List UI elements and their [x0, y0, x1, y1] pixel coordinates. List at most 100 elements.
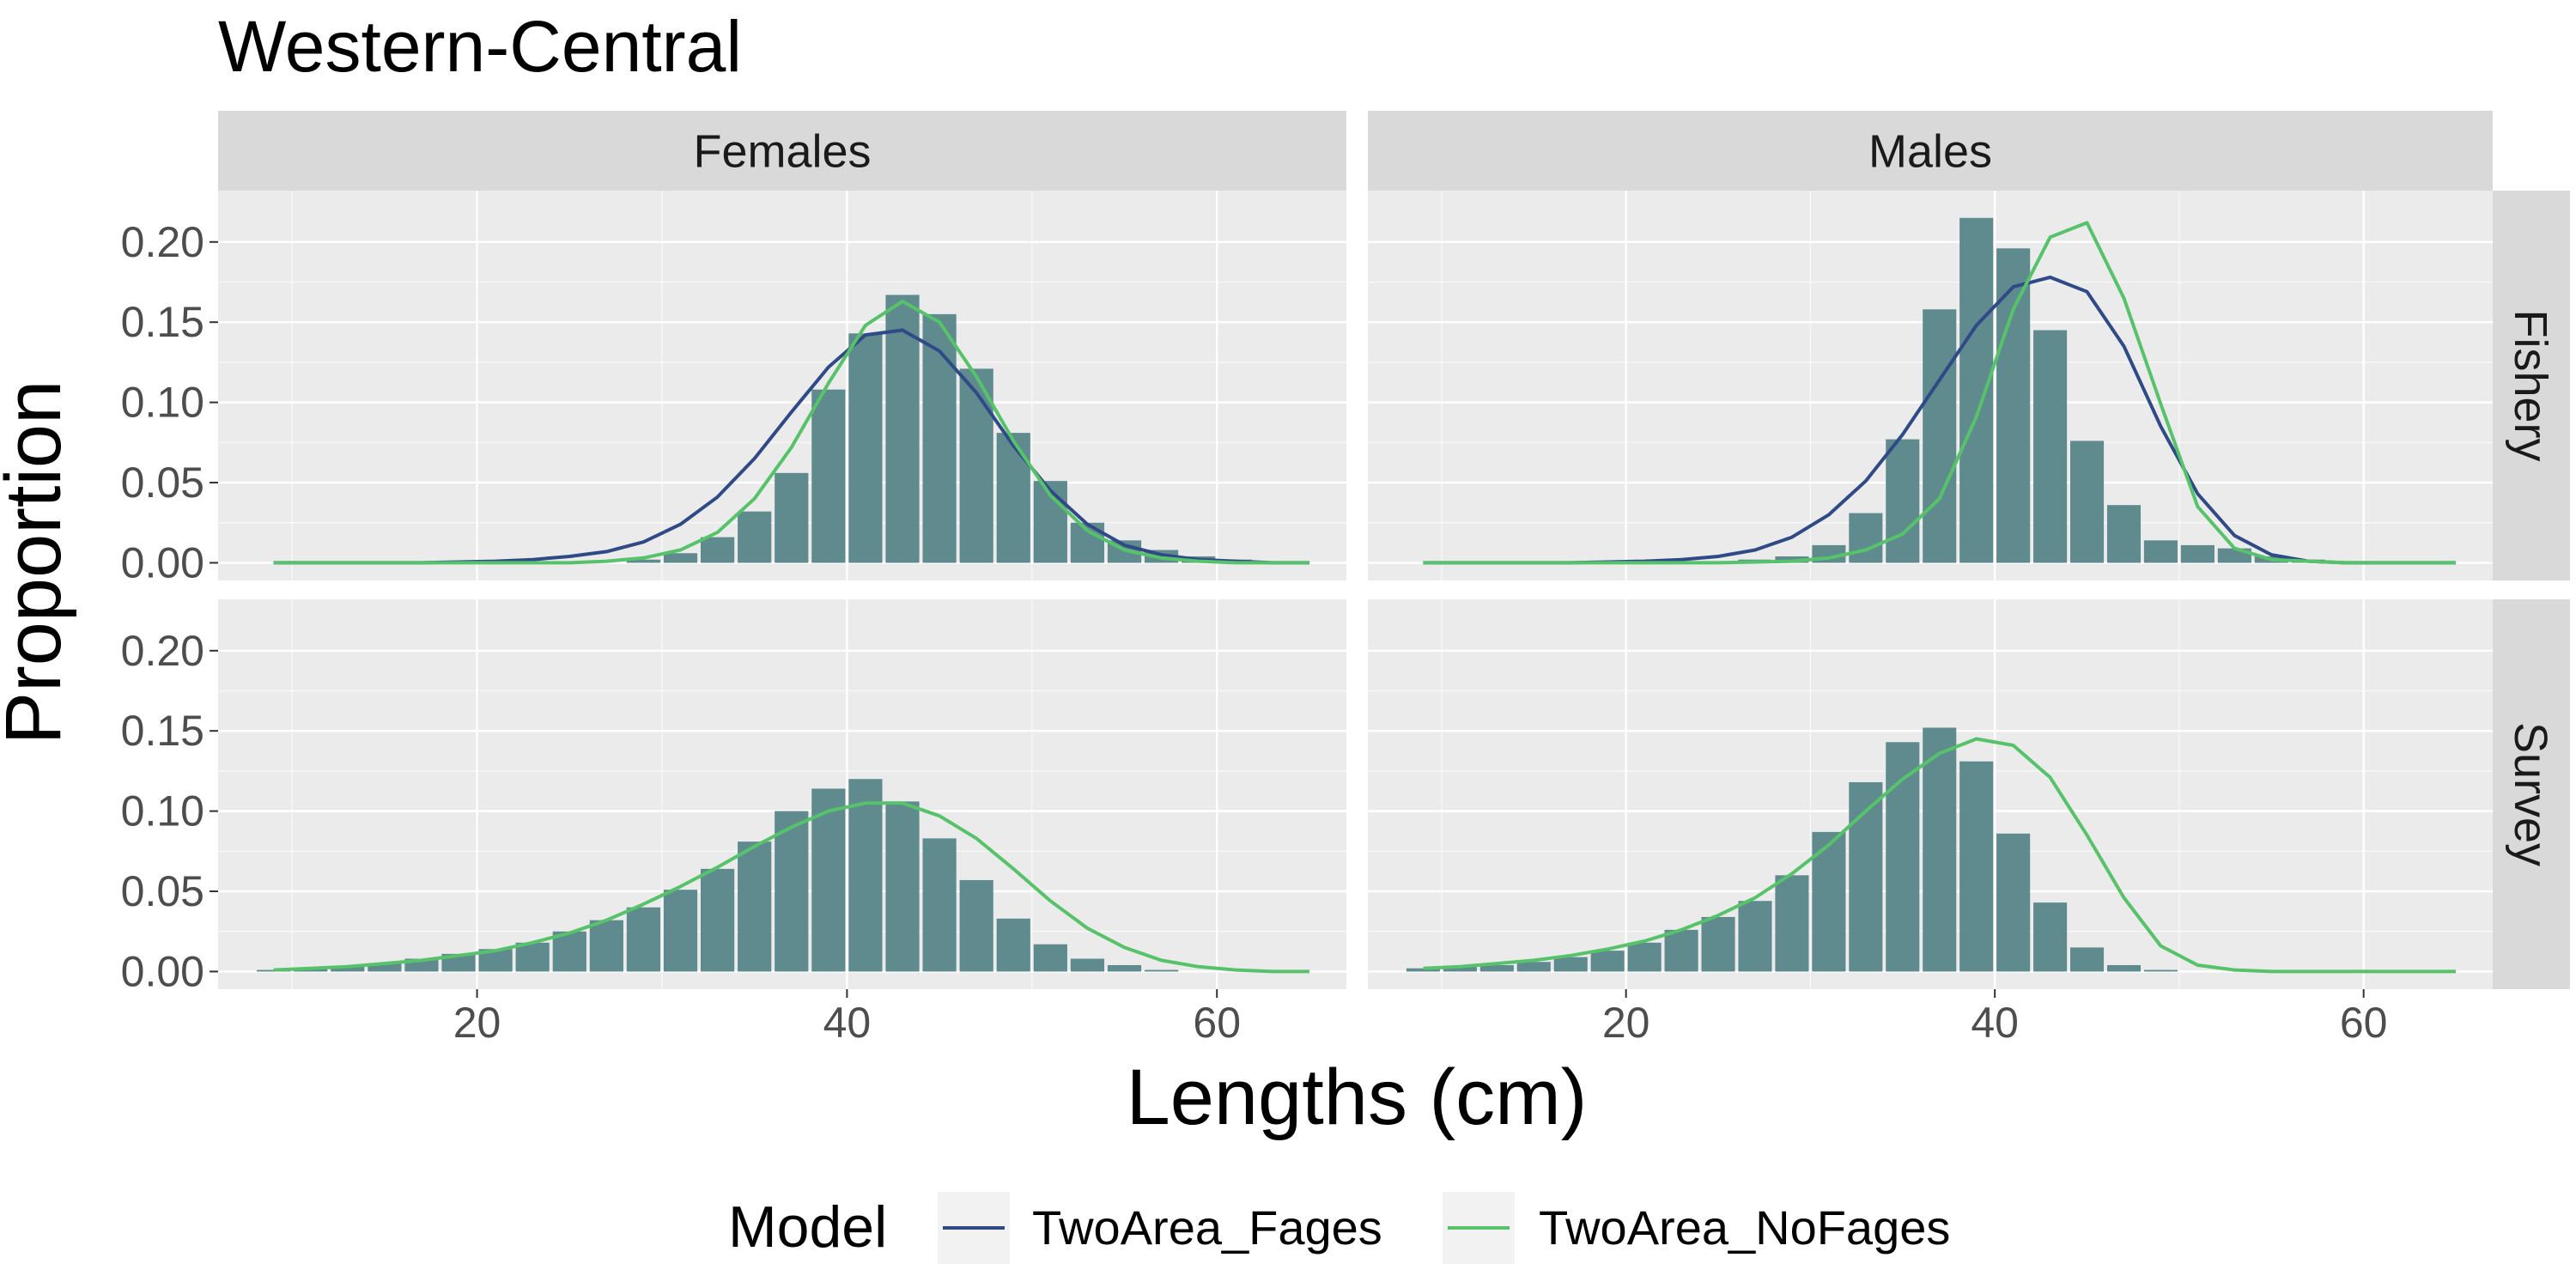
series-line-twoarea-nofages-females-survey [273, 801, 1309, 974]
bar-females-survey-23 [515, 942, 550, 972]
facet-label-survey: Survey [2505, 722, 2556, 866]
series-line-twoarea-nofages-males-survey [1423, 737, 2456, 974]
bar-males-survey-15 [1516, 962, 1551, 972]
bar-females-fishery-31 [663, 553, 698, 563]
bar-females-survey-49 [996, 918, 1030, 972]
y-axis-title: Proportion [0, 380, 77, 744]
bar-males-survey-37 [1923, 727, 1957, 972]
x-tick-label: 40 [1971, 999, 2019, 1047]
bar-females-survey-9 [257, 969, 291, 972]
bar-females-survey-37 [775, 811, 809, 972]
bar-females-fishery-35 [738, 511, 772, 563]
bar-females-survey-51 [1033, 944, 1067, 972]
bar-females-survey-27 [589, 920, 623, 972]
y-tick-label: 0.00 [121, 538, 204, 586]
bar-females-survey-43 [885, 801, 920, 972]
bar-males-survey-43 [2033, 902, 2068, 972]
bar-females-fishery-29 [626, 559, 661, 563]
bar-females-survey-47 [959, 879, 993, 972]
panel-females-fishery [218, 191, 1346, 580]
bar-females-survey-15 [368, 963, 402, 972]
bar-females-survey-35 [738, 841, 772, 972]
bar-males-survey-35 [1886, 742, 1920, 972]
bar-males-survey-13 [1479, 964, 1514, 972]
bar-males-fishery-37 [1923, 309, 1957, 563]
bar-females-fishery-47 [959, 368, 993, 563]
bar-males-fishery-49 [2143, 540, 2178, 563]
bar-females-survey-13 [331, 966, 365, 972]
facet-strip-females [218, 111, 1346, 191]
legend-label-fages: TwoArea_Fages [1032, 1200, 1382, 1255]
bar-males-fishery-33 [1849, 513, 1883, 563]
y-tick-label: 0.10 [121, 379, 204, 427]
x-axis-title: Lengths (cm) [1127, 1054, 1588, 1141]
y-tick-label: 0.10 [121, 787, 204, 835]
legend-label-nofages: TwoArea_NoFages [1539, 1200, 1950, 1255]
bar-females-fishery-43 [885, 295, 920, 563]
y-tick-label: 0.05 [121, 867, 204, 915]
legend: Model TwoArea_Fages TwoArea_NoFages [728, 1192, 1950, 1264]
bar-males-survey-33 [1849, 781, 1883, 972]
bar-males-survey-29 [1775, 875, 1809, 972]
bar-females-survey-29 [626, 907, 661, 972]
bar-females-fishery-45 [922, 313, 957, 563]
y-tick-label: 0.00 [121, 947, 204, 995]
y-tick-label: 0.15 [121, 707, 204, 755]
legend-title: Model [728, 1194, 887, 1260]
bar-females-fishery-41 [848, 333, 883, 563]
bar-females-survey-53 [1070, 958, 1105, 972]
bar-females-fishery-33 [701, 537, 735, 563]
bar-males-fishery-45 [2069, 440, 2105, 563]
bar-males-survey-19 [1590, 951, 1625, 972]
facet-label-females: Females [693, 126, 871, 178]
bar-males-survey-11 [1443, 966, 1477, 972]
bar-males-survey-47 [2106, 964, 2142, 972]
bar-females-fishery-39 [811, 389, 846, 563]
x-tick-label: 40 [823, 999, 872, 1047]
bar-males-survey-17 [1553, 957, 1588, 972]
bar-males-survey-39 [1959, 761, 1994, 972]
bar-females-survey-45 [922, 838, 957, 972]
bar-males-fishery-41 [1996, 248, 2031, 563]
bar-males-survey-27 [1738, 901, 1772, 972]
series-line-twoarea-nofages-females-fishery [273, 299, 1309, 565]
bar-males-survey-45 [2069, 947, 2105, 972]
bar-females-survey-55 [1107, 964, 1142, 972]
facet-strip-fishery [2493, 191, 2570, 580]
bar-males-survey-9 [1406, 968, 1440, 972]
chart-title: Western-Central [218, 6, 742, 87]
x-tick-label: 60 [2340, 999, 2388, 1047]
plot-area: Females Males Fishery Survey 0.00 0.05 0.10 0.1… [121, 111, 2570, 1047]
bar-males-survey-23 [1664, 929, 1698, 972]
bar-females-survey-57 [1144, 969, 1179, 972]
bar-males-survey-41 [1996, 833, 2031, 972]
bar-males-fishery-39 [1959, 217, 1994, 563]
y-tick-label: 0.20 [121, 218, 204, 266]
facet-label-males: Males [1868, 126, 1992, 178]
bar-males-survey-49 [2143, 969, 2178, 972]
bar-females-survey-25 [552, 931, 586, 972]
bar-females-fishery-49 [996, 433, 1030, 563]
bar-males-survey-25 [1701, 916, 1735, 972]
bar-females-survey-33 [701, 868, 735, 972]
y-tick-label: 0.20 [121, 627, 204, 675]
bar-males-fishery-51 [2180, 544, 2215, 563]
bar-females-survey-39 [811, 788, 846, 972]
bar-males-survey-21 [1627, 942, 1662, 972]
bar-females-survey-31 [663, 890, 698, 972]
bar-females-survey-41 [848, 779, 883, 972]
panel-males-survey [1368, 599, 2493, 989]
bar-males-fishery-47 [2106, 505, 2142, 563]
panel-males-fishery [1368, 191, 2493, 580]
bar-males-fishery-43 [2033, 330, 2068, 563]
y-tick-label: 0.05 [121, 459, 204, 507]
panel-females-survey [218, 599, 1346, 989]
bar-females-fishery-37 [775, 472, 809, 563]
bar-males-fishery-35 [1886, 439, 1920, 563]
y-tick-label: 0.15 [121, 298, 204, 346]
facet-strip-survey [2493, 599, 2570, 989]
x-tick-label: 20 [1602, 999, 1650, 1047]
facet-strip-males [1368, 111, 2493, 191]
x-tick-label: 60 [1193, 999, 1241, 1047]
x-tick-label: 20 [453, 999, 501, 1047]
